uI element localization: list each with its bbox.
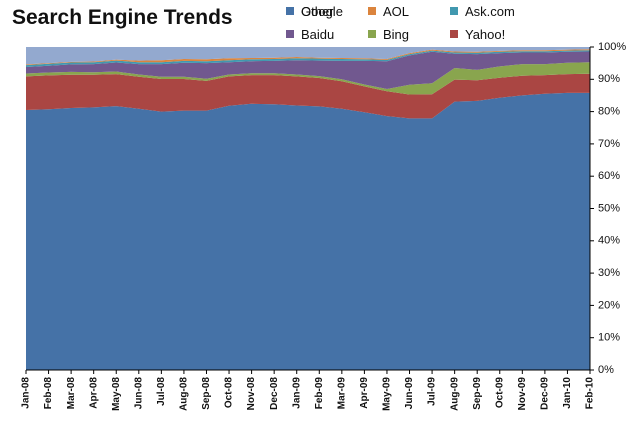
x-tick-label: Feb-10	[585, 377, 596, 410]
y-tick-label: 80%	[598, 106, 620, 118]
legend-item-baidu: Baidu	[286, 26, 334, 42]
y-tick-label: 60%	[598, 170, 620, 182]
legend-item-yahoo: Yahoo!	[450, 26, 505, 42]
y-tick-label: 30%	[598, 267, 620, 279]
x-tick-label: Apr-08	[88, 377, 99, 409]
x-tick-label: Oct-09	[494, 377, 505, 409]
legend-label: AOL	[383, 3, 410, 19]
x-tick-label: Jun-08	[133, 377, 144, 410]
x-tick-label: Dec-09	[540, 377, 551, 410]
x-tick-label: Feb-09	[314, 377, 325, 410]
legend-swatch	[450, 30, 458, 38]
x-tick-label: Jan-08	[21, 377, 32, 409]
area-ask-com	[26, 50, 590, 67]
x-tick-label: Apr-09	[359, 377, 370, 409]
x-tick-label: Jan-09	[291, 377, 302, 409]
x-tick-label: Jul-09	[427, 377, 438, 406]
area-bing	[26, 62, 590, 95]
x-tick-label: Dec-08	[269, 377, 280, 410]
area-other	[26, 47, 590, 65]
y-tick-label: 40%	[598, 235, 620, 247]
x-tick-label: Aug-08	[179, 377, 190, 411]
legend-item-aol: AOL	[368, 3, 409, 19]
legend-item-google: Google	[286, 3, 343, 19]
legend-label: Ask.com	[465, 3, 515, 19]
y-tick-label: 70%	[598, 138, 620, 150]
chart-title: Search Engine Trends	[12, 6, 233, 29]
legend-swatch	[286, 30, 294, 38]
x-tick-label: Sep-09	[472, 377, 483, 410]
x-tick-label: May-08	[111, 377, 122, 411]
area-yahoo	[26, 73, 590, 119]
legend-swatch	[450, 7, 458, 15]
legend-swatch	[286, 7, 294, 15]
area-baidu	[26, 51, 590, 89]
y-tick-label: 10%	[598, 332, 620, 344]
x-tick-label: Sep-08	[201, 377, 212, 410]
y-tick-label: 90%	[598, 73, 620, 85]
x-tick-label: Mar-09	[336, 377, 347, 410]
y-tick-label: 50%	[598, 202, 620, 214]
y-tick-label: 0%	[598, 364, 614, 376]
x-tick-label: Nov-09	[517, 377, 528, 411]
area-google	[26, 92, 590, 371]
x-tick-label: Jul-08	[156, 377, 167, 406]
x-tick-label: Nov-08	[246, 377, 257, 411]
x-tick-label: Aug-09	[449, 377, 460, 411]
area-aol	[26, 49, 590, 66]
legend-label: Google	[301, 3, 343, 19]
legend-label: Yahoo!	[465, 26, 506, 42]
x-tick-label: Jan-10	[562, 377, 573, 409]
legend-label: Baidu	[301, 26, 335, 42]
legend-swatch	[368, 30, 376, 38]
x-tick-label: May-09	[382, 377, 393, 411]
legend-item-bing: Bing	[368, 26, 409, 42]
area-series-group	[26, 47, 590, 371]
y-axis: 0% 10% 20% 30% 40% 50% 60% 70% 80% 90% 100%	[589, 41, 626, 376]
x-axis: Jan-08 Feb-08 Mar-08 Apr-08 May-08 Jun-08 Jul-…	[21, 369, 596, 411]
legend-swatch	[368, 7, 376, 15]
legend-label: Bing	[383, 26, 410, 42]
x-tick-label: Jun-09	[404, 377, 415, 410]
x-tick-label: Oct-08	[224, 377, 235, 409]
x-tick-label: Feb-08	[43, 377, 54, 410]
y-tick-label: 20%	[598, 299, 620, 311]
chart-legend: Other AOL Ask.com Baidu Bing Yahoo! Google	[286, 3, 536, 43]
y-tick-label: 100%	[598, 41, 626, 53]
x-tick-label: Mar-08	[66, 377, 77, 410]
legend-label: Other	[301, 3, 334, 19]
legend-item-ask-com: Ask.com	[450, 3, 515, 19]
